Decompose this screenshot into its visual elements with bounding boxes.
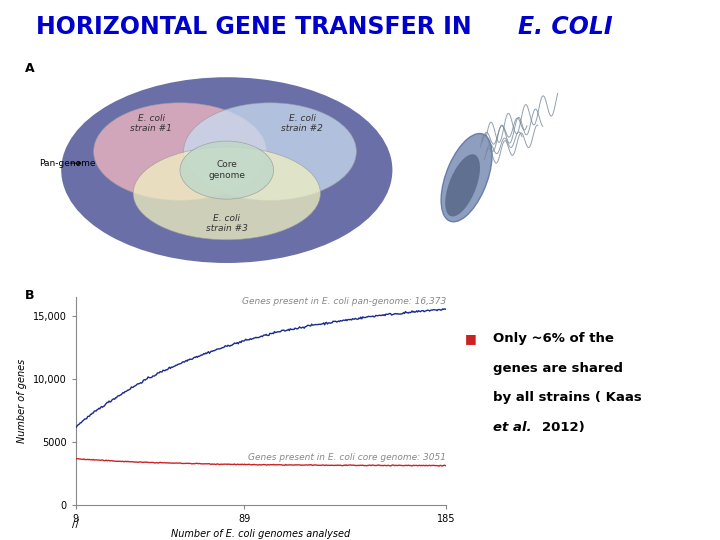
Text: B: B: [25, 289, 35, 302]
Text: by all strains ( Kaas: by all strains ( Kaas: [493, 392, 642, 404]
Text: E. coli
strain #2: E. coli strain #2: [282, 114, 323, 133]
Text: A: A: [25, 62, 35, 75]
Ellipse shape: [184, 103, 356, 200]
Text: genes are shared: genes are shared: [493, 362, 624, 375]
Ellipse shape: [133, 147, 320, 240]
Ellipse shape: [441, 133, 492, 222]
Text: Genes present in E. coli core genome: 3051: Genes present in E. coli core genome: 30…: [248, 453, 446, 462]
Text: 2012): 2012): [542, 421, 585, 434]
Text: Pan-genome: Pan-genome: [40, 159, 96, 167]
Text: et al.: et al.: [493, 421, 531, 434]
Text: Only ~6% of the: Only ~6% of the: [493, 332, 614, 345]
Text: E. COLI: E. COLI: [518, 15, 613, 39]
Text: //: //: [72, 519, 79, 529]
Ellipse shape: [180, 141, 274, 199]
Ellipse shape: [445, 154, 480, 217]
Text: E. coli
strain #1: E. coli strain #1: [130, 114, 172, 133]
X-axis label: Number of E. coli genomes analysed: Number of E. coli genomes analysed: [171, 530, 351, 539]
Text: Core
genome: Core genome: [208, 160, 246, 180]
Ellipse shape: [94, 103, 266, 200]
Text: ■: ■: [464, 332, 476, 345]
Text: Genes present in E. coli pan-genome: 16,373: Genes present in E. coli pan-genome: 16,…: [242, 297, 446, 306]
Y-axis label: Number of genes: Number of genes: [17, 359, 27, 443]
Text: E. coli
strain #3: E. coli strain #3: [206, 214, 248, 233]
Ellipse shape: [61, 77, 392, 263]
Text: HORIZONTAL GENE TRANSFER IN: HORIZONTAL GENE TRANSFER IN: [36, 15, 480, 39]
